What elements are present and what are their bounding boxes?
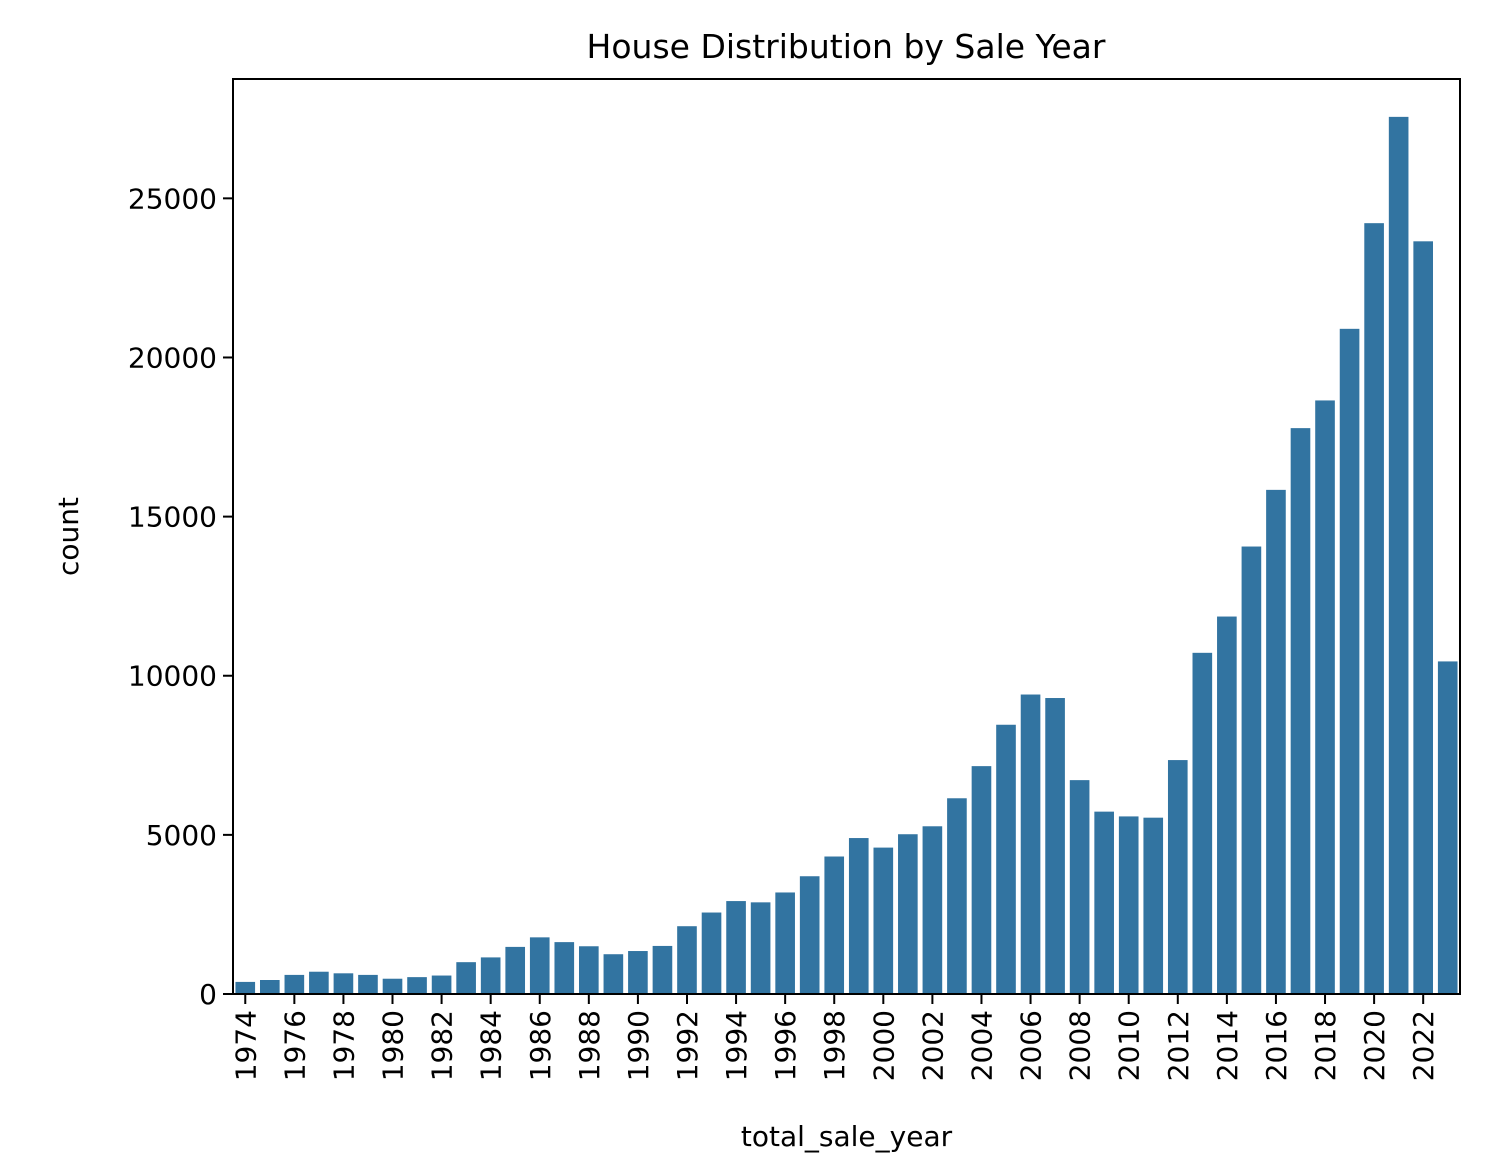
bar-1983 xyxy=(456,962,476,994)
x-tick-label: 2022 xyxy=(1407,1010,1440,1081)
y-axis: 0 5000 10000 15000 20000 25000 xyxy=(128,182,233,1011)
bar-1978 xyxy=(333,973,354,994)
bar-1987 xyxy=(554,942,575,994)
bar-1980 xyxy=(382,978,403,994)
bar-2013 xyxy=(1192,652,1213,994)
x-tick-label: 1984 xyxy=(475,1010,508,1081)
x-tick-label: 1982 xyxy=(426,1010,459,1081)
bar-2002 xyxy=(922,826,943,994)
bar-2015 xyxy=(1241,546,1262,994)
y-axis-title: count xyxy=(52,497,85,576)
x-tick-label: 2002 xyxy=(916,1010,949,1081)
bar-1991 xyxy=(652,945,673,994)
x-tick-label: 2016 xyxy=(1260,1010,1293,1081)
bar-2017 xyxy=(1290,428,1311,994)
x-tick-label: 2018 xyxy=(1309,1010,1342,1081)
x-tick-label: 1986 xyxy=(524,1010,557,1081)
x-tick-label: 2006 xyxy=(1015,1010,1048,1081)
x-tick-label: 1980 xyxy=(377,1010,410,1081)
bar-1998 xyxy=(824,856,845,994)
bar-2021 xyxy=(1388,116,1409,995)
x-tick-label: 2020 xyxy=(1358,1010,1391,1081)
x-tick-label: 1998 xyxy=(818,1010,851,1081)
bar-2001 xyxy=(898,834,918,994)
bar-2004 xyxy=(971,766,992,994)
x-tick-label: 2000 xyxy=(867,1010,900,1081)
bar-1986 xyxy=(529,937,550,994)
x-tick-label: 2010 xyxy=(1113,1010,1146,1081)
bar-1981 xyxy=(407,977,427,994)
x-tick-label: 1990 xyxy=(622,1010,655,1081)
x-tick-label: 1996 xyxy=(769,1010,802,1081)
x-tick-label: 2014 xyxy=(1211,1010,1244,1081)
x-tick-label: 2012 xyxy=(1162,1010,1195,1081)
bar-2010 xyxy=(1118,816,1139,994)
bar-1999 xyxy=(848,838,869,994)
x-axis-title: total_sale_year xyxy=(741,1120,953,1153)
bar-1995 xyxy=(750,902,771,994)
bar-1996 xyxy=(775,892,795,994)
bar-2018 xyxy=(1315,400,1335,994)
bar-2005 xyxy=(996,724,1016,994)
x-axis: 1974 1976 1978 1980 1982 1984 1986 1988 1990 1992… xyxy=(229,994,1440,1081)
bar-1976 xyxy=(284,974,305,994)
bar-1982 xyxy=(431,975,452,994)
x-tick-label: 1994 xyxy=(720,1010,753,1081)
x-tick-label: 2008 xyxy=(1064,1010,1097,1081)
x-tick-label: 1988 xyxy=(573,1010,606,1081)
bar-2000 xyxy=(873,847,894,994)
bar-1985 xyxy=(505,946,526,994)
bar-1997 xyxy=(799,876,820,994)
bar-2023 xyxy=(1437,661,1458,994)
bar-1984 xyxy=(480,957,501,994)
bar-2008 xyxy=(1069,780,1090,994)
bar-1988 xyxy=(579,946,599,994)
x-tick-label: 1974 xyxy=(229,1010,262,1081)
y-tick-label: 0 xyxy=(199,978,217,1011)
bar-2014 xyxy=(1217,616,1237,994)
x-tick-label: 1978 xyxy=(327,1010,360,1081)
y-tick-label: 20000 xyxy=(128,341,217,374)
y-tick-label: 15000 xyxy=(128,501,217,534)
bar-1989 xyxy=(603,954,624,994)
bar-1992 xyxy=(677,926,697,994)
bar-2022 xyxy=(1413,241,1433,994)
x-tick-label: 2004 xyxy=(965,1010,998,1081)
bar-2007 xyxy=(1045,698,1065,994)
bar-2020 xyxy=(1364,223,1384,995)
bar-2019 xyxy=(1339,328,1360,995)
bar-1975 xyxy=(259,980,280,994)
x-tick-label: 1976 xyxy=(278,1010,311,1081)
bars-group xyxy=(235,116,1458,995)
bar-1993 xyxy=(701,912,722,994)
bar-1979 xyxy=(358,974,378,994)
bar-1977 xyxy=(309,971,329,994)
bar-2006 xyxy=(1020,694,1041,994)
bar-1974 xyxy=(235,981,256,994)
bar-2012 xyxy=(1167,760,1188,994)
chart-title: House Distribution by Sale Year xyxy=(587,27,1106,66)
bar-1994 xyxy=(726,901,746,994)
x-tick-label: 1992 xyxy=(671,1010,704,1081)
bar-1990 xyxy=(628,951,648,994)
bar-2003 xyxy=(947,798,967,994)
plot-frame xyxy=(232,78,1461,995)
y-tick-label: 10000 xyxy=(128,660,217,693)
y-tick-label: 25000 xyxy=(128,182,217,215)
bar-2009 xyxy=(1094,811,1114,994)
y-tick-label: 5000 xyxy=(146,819,217,852)
bar-2016 xyxy=(1266,489,1286,994)
bar-2011 xyxy=(1143,817,1164,994)
